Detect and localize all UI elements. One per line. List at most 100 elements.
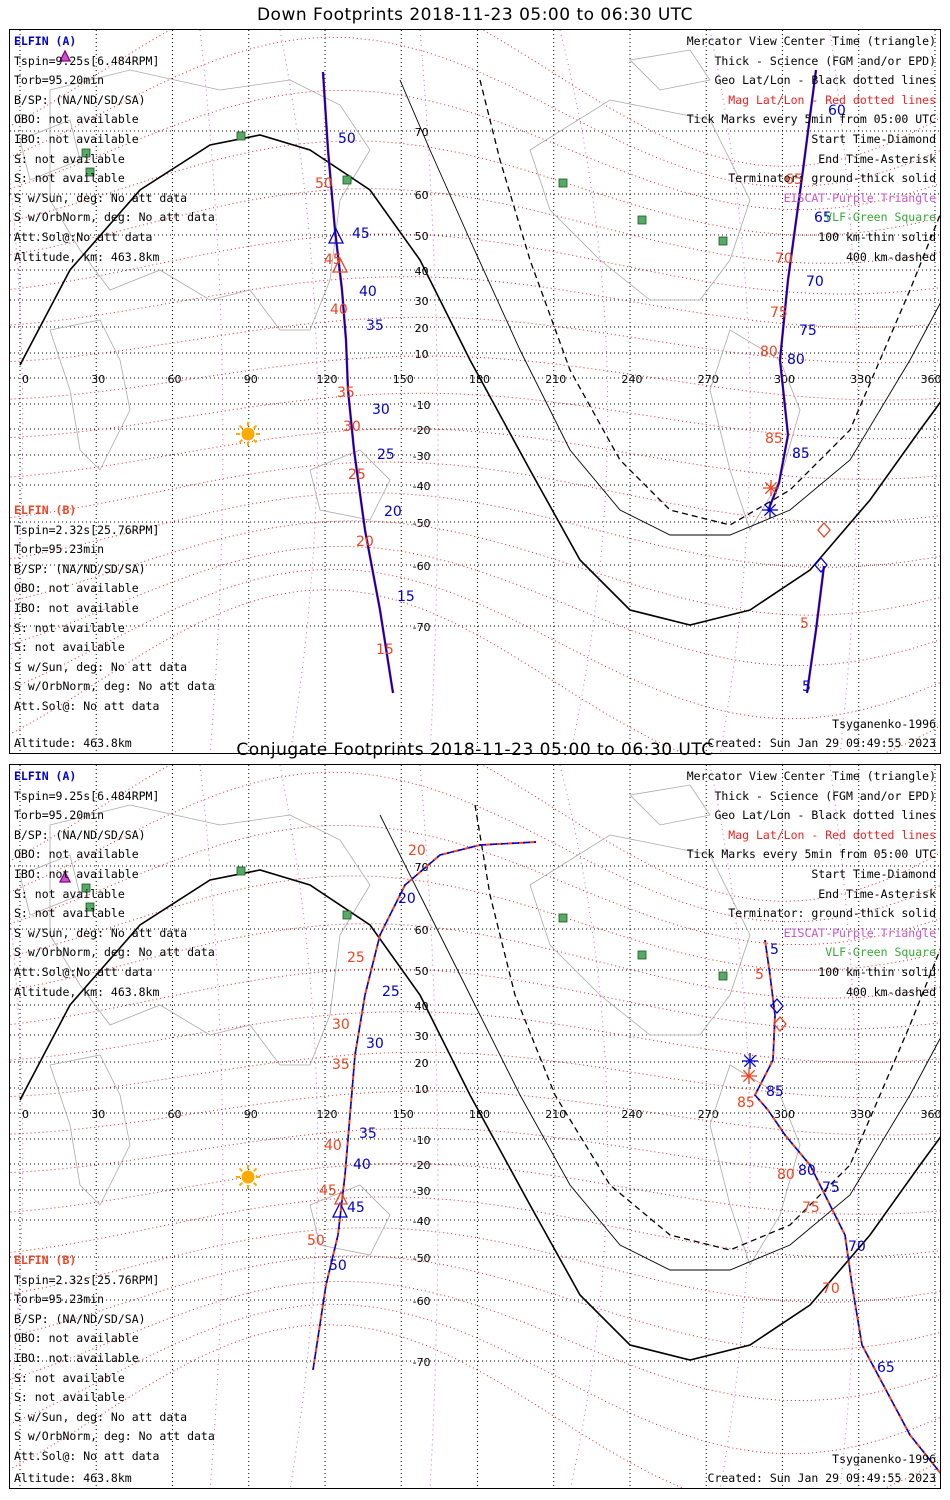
- elfin-a-tick-label: 45: [347, 1200, 365, 1216]
- lon-tick-label: 240: [622, 1108, 643, 1121]
- legend-item: 100 km-thin solid: [818, 229, 936, 244]
- elfin-b-info: ELFIN (B) Tspin=2.32s[25.76RPM] Torb=95.…: [14, 501, 215, 717]
- legend-item: End Time-Asterisk: [818, 151, 936, 166]
- info-line: S: not available: [14, 640, 125, 655]
- vlf-station-square: [342, 175, 352, 185]
- elfin-a-tick-label: 70: [848, 1239, 866, 1255]
- elfin-a-tick-label: 30: [366, 1036, 384, 1052]
- elfin-a-tick-label: 65: [877, 1360, 895, 1376]
- info-line: S w/Sun, deg: No att data: [14, 190, 188, 205]
- elfin-a-tick-label: 20: [384, 504, 402, 520]
- continent-outline: [529, 99, 751, 301]
- lon-tick-label: 360: [921, 1108, 942, 1121]
- lon-tick-label: 30: [91, 373, 105, 386]
- lon-tick-label: 240: [622, 373, 643, 386]
- sun-ray: [252, 1167, 258, 1173]
- continent-outline: [49, 1054, 131, 1206]
- lat-tick-label: 30: [415, 1030, 429, 1043]
- panel-title-down: Down Footprints 2018-11-23 05:00 to 06:3…: [256, 5, 694, 25]
- elfin-b-tick-label: 20: [408, 843, 426, 859]
- lon-tick-label: 300: [774, 373, 795, 386]
- vlf-station-square: [637, 215, 647, 225]
- lon-tick-label: 90: [244, 1108, 258, 1121]
- lat-tick-label: 60: [415, 189, 429, 202]
- info-line: S w/OrbNorm, deg: No att data: [14, 679, 215, 694]
- info-line: IBO: not available: [14, 600, 139, 615]
- legend-item: Terminator: ground-thick solid: [728, 171, 936, 186]
- elfin-a-tick-label: 80: [787, 352, 805, 368]
- elfin-a-tick-label: 20: [398, 891, 416, 907]
- elfin-b-tick-label: 30: [343, 419, 361, 435]
- continent-outline: [709, 1064, 801, 1266]
- end-asterisk: [742, 1069, 756, 1083]
- lat-tick-label: 70: [415, 861, 429, 874]
- info-line: B/SP: (NA/ND/SD/SA): [14, 1311, 146, 1326]
- terminator-100km: [379, 814, 940, 1271]
- vlf-station-square: [81, 883, 91, 893]
- elfin-a-tick-label: 70: [806, 274, 824, 290]
- mag-parallel: [10, 188, 940, 264]
- legend-item: 100 km-thin solid: [818, 964, 936, 979]
- info-line: OBO: not available: [14, 847, 139, 862]
- elfin-a-tick-label: 40: [359, 284, 377, 300]
- elfin-b-tick-label: 35: [332, 1057, 350, 1073]
- elfin-b-tick-label: 5: [800, 616, 809, 632]
- end-asterisk: [763, 503, 777, 517]
- lon-tick-label: 150: [393, 373, 414, 386]
- triangle-marker: [331, 1201, 349, 1218]
- elfin-a-tick-label: 15: [397, 589, 415, 605]
- info-line: S w/Sun, deg: No att data: [14, 925, 188, 940]
- elfin-b-tick-label: 40: [324, 1138, 342, 1154]
- altitude-label: Altitude: 463.8km: [14, 1471, 132, 1485]
- continent-outline: [309, 1184, 391, 1256]
- terminator-ground: [19, 869, 940, 1361]
- lon-tick-label: 120: [317, 373, 338, 386]
- lon-tick-label: 180: [469, 373, 490, 386]
- mag-parallel: [10, 545, 940, 667]
- sun-icon: [241, 1170, 255, 1184]
- mag-parallel: [10, 1280, 940, 1402]
- lat-tick-label: -10: [413, 1134, 431, 1147]
- legend-item: Thick - Science (FGM and/or EPD): [714, 788, 936, 803]
- elfin-a-tick-label: 5: [802, 679, 811, 695]
- elfin-a-label: ELFIN (A): [14, 34, 77, 48]
- elfin-b-tick-label: 65: [785, 172, 803, 188]
- mag-meridian: [279, 30, 319, 753]
- lon-tick-label: 330: [850, 1108, 871, 1121]
- start-diamond: [773, 1016, 787, 1032]
- elfin-b-tick-label: 30: [332, 1017, 350, 1033]
- terminator-100km: [399, 79, 940, 536]
- vlf-station-square: [81, 148, 91, 158]
- info-line: Torb=95.23min: [14, 542, 105, 557]
- legend-item: Mag Lat/Lon - Red dotted lines: [728, 827, 936, 842]
- vlf-station-square: [342, 910, 352, 920]
- elfin-b-tick-label: 75: [802, 1200, 820, 1216]
- elfin-a-track: [767, 69, 817, 512]
- lon-tick-label: 30: [91, 1108, 105, 1121]
- mag-parallel: [10, 1227, 940, 1303]
- map-panel-down: 0 30 60 90 120 150 180 210 240 270 300 330 360 70 60 50…: [9, 29, 941, 754]
- elfin-b-tick-label: 50: [315, 176, 333, 192]
- info-line: Altitude, km: 463.8km: [14, 249, 160, 264]
- info-line: Torb=95.20min: [14, 73, 105, 88]
- elfin-b-tick-label: 15: [376, 642, 394, 658]
- lon-tick-label: 0: [22, 1108, 29, 1121]
- elfin-b-track: [312, 841, 537, 1371]
- created-label: Created: Sun Jan 29 09:49:55 2023: [707, 736, 936, 750]
- lat-tick-label: -30: [413, 1185, 431, 1198]
- lat-tick-label: 40: [415, 265, 429, 278]
- mag-parallel: [10, 1011, 940, 1063]
- info-line: Torb=95.20min: [14, 808, 105, 823]
- lon-tick-label: 270: [698, 1108, 719, 1121]
- lon-tick-label: 60: [168, 373, 182, 386]
- end-asterisk: [743, 1054, 757, 1068]
- elfin-a-label: ELFIN (A): [14, 769, 77, 783]
- lat-tick-label: 50: [415, 230, 429, 243]
- continent-outline: [19, 854, 81, 916]
- lon-tick-label: 300: [774, 1108, 795, 1121]
- info-line: IBO: not available: [14, 1350, 139, 1365]
- info-line: S: not available: [14, 1370, 125, 1385]
- info-line: IBO: not available: [14, 131, 139, 146]
- sun-ray: [252, 438, 258, 444]
- start-diamond: [770, 998, 784, 1014]
